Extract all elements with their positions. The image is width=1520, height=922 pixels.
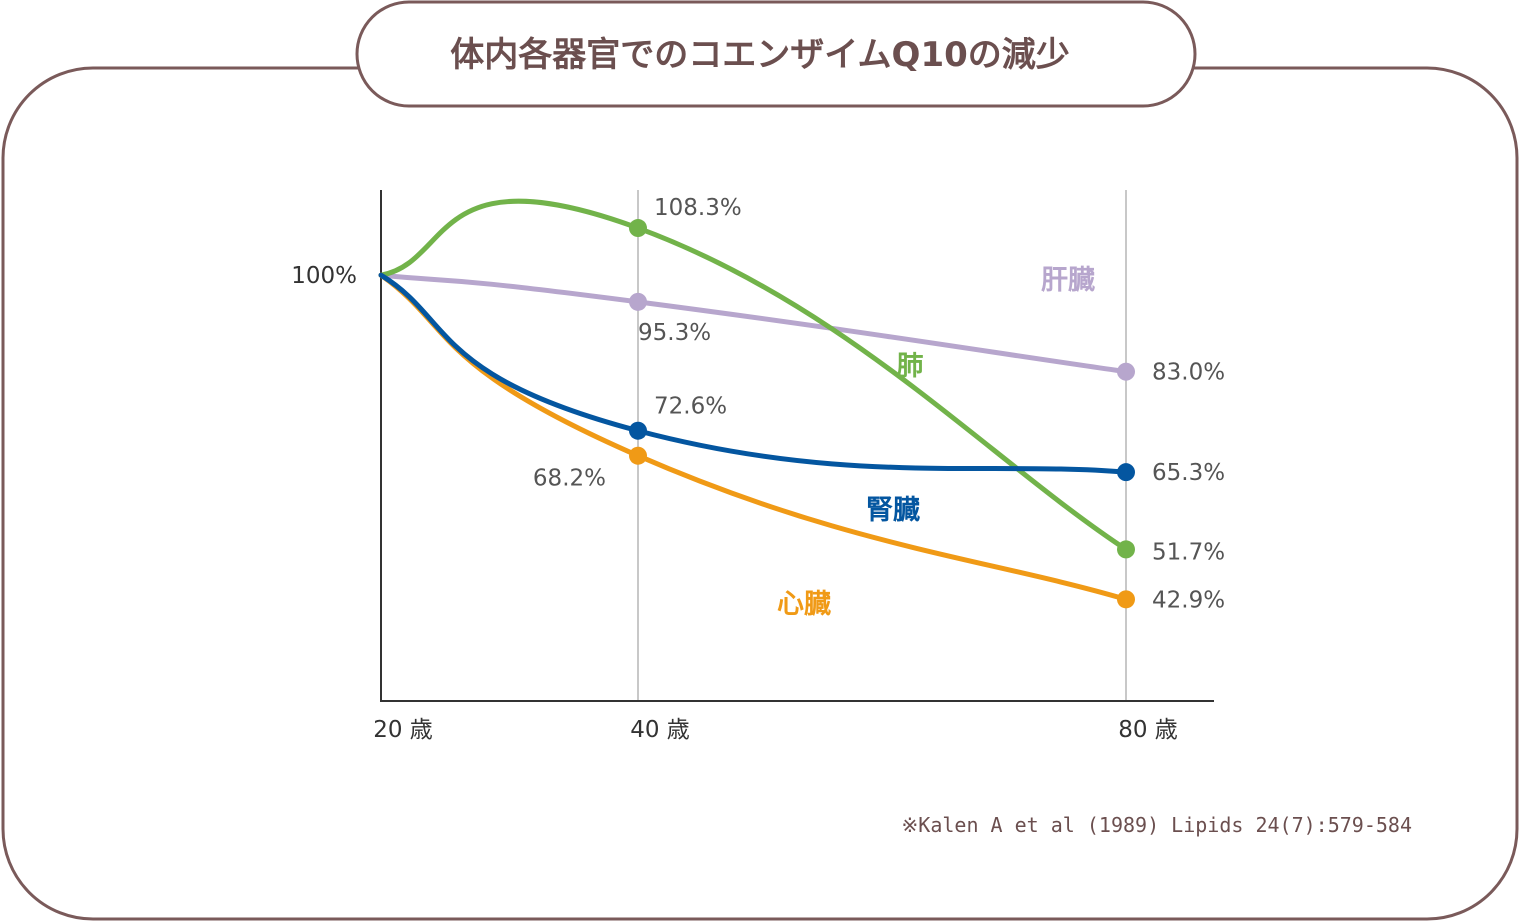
- data-point: [1117, 540, 1135, 559]
- y-tick-label: 100%: [291, 263, 357, 289]
- data-point: [1117, 590, 1135, 609]
- series-line-肺: [378, 198, 1129, 552]
- data-label: 83.0%: [1152, 360, 1225, 386]
- x-tick-label: 80 歳: [1118, 717, 1178, 743]
- data-point: [629, 421, 647, 440]
- series-name-label: 肝臓: [1041, 265, 1095, 296]
- x-tick-label: 40 歳: [630, 717, 690, 743]
- data-label: 108.3%: [654, 195, 742, 221]
- series-line-腎臓: [378, 272, 1129, 475]
- chart-title: 体内各器官でのコエンザイムQ10の減少: [450, 35, 1070, 75]
- data-point: [629, 446, 647, 465]
- chart-frame: [1, 66, 1519, 921]
- data-label: 68.2%: [533, 466, 606, 492]
- data-label: 51.7%: [1152, 539, 1225, 565]
- data-point: [1117, 362, 1135, 381]
- title-pill: [355, 0, 1197, 108]
- series-line-肝臓: [378, 272, 1129, 375]
- series-name-label: 肺: [897, 351, 924, 382]
- label-layer: 95.3% 83.0% 肝臓 108.3% 51.7% 肺 72.6% 65.3% 腎臓 68.2…: [533, 195, 1225, 620]
- data-label: 42.9%: [1152, 587, 1225, 613]
- source-citation: ※Kalen A et al (1989) Lipids 24(7):579-5…: [902, 813, 1412, 837]
- data-label: 72.6%: [654, 394, 727, 420]
- series-layer: [378, 198, 1135, 609]
- series-name-label: 心臓: [777, 589, 831, 620]
- data-point: [629, 292, 647, 311]
- grid-layer: [637, 190, 1127, 701]
- data-label: 95.3%: [638, 320, 711, 346]
- series-name-label: 腎臓: [866, 495, 920, 526]
- data-label: 65.3%: [1152, 460, 1225, 486]
- data-point: [629, 219, 647, 238]
- data-point: [1117, 463, 1135, 482]
- x-tick-label: 20 歳: [373, 717, 433, 743]
